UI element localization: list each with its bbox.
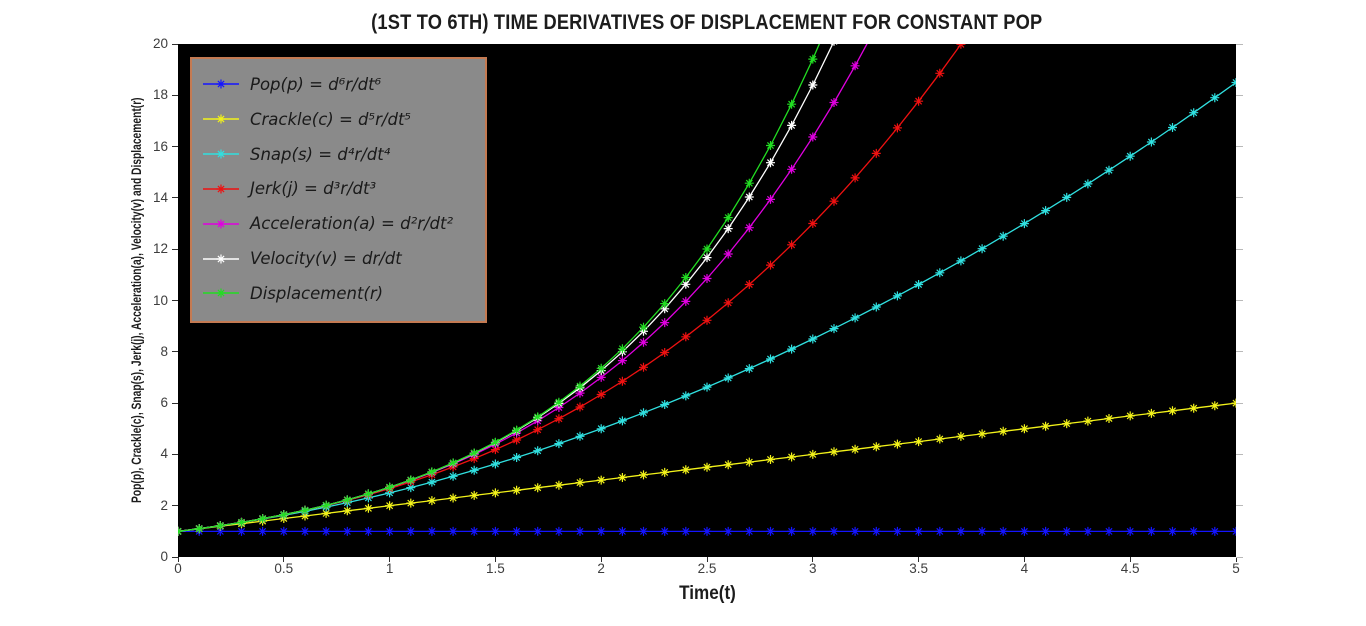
x-tick-label: 2.5: [697, 561, 717, 576]
y-tick-mark-left: [172, 300, 178, 301]
crackle-series-markers: [178, 398, 1236, 536]
x-tick-mark: [918, 557, 920, 562]
x-tick-mark: [1129, 557, 1131, 562]
y-tick-mark-left: [172, 248, 178, 250]
x-tick-label: 4.5: [1120, 561, 1140, 576]
legend-item-snap: Snap(s) = d⁴r/dt⁴: [202, 139, 479, 169]
jerk-legend-marker-icon: [203, 184, 239, 194]
x-tick-label: 1.5: [486, 561, 505, 576]
chart-title: (1ST TO 6TH) TIME DERIVATIVES OF DISPLAC…: [178, 11, 1236, 35]
y-tick-mark-left: [172, 505, 178, 507]
y-tick-mark-left: [172, 402, 178, 404]
crackle-legend-marker-icon: [203, 114, 239, 124]
legend-label-displacement: Displacement(r): [250, 283, 384, 303]
y-tick-mark-right: [1236, 453, 1243, 455]
y-tick-mark-left: [172, 94, 178, 96]
x-tick-mark: [283, 557, 285, 562]
y-tick-label: 14: [152, 189, 168, 205]
legend-item-crackle: Crackle(c) = d⁵r/dt⁵: [202, 104, 479, 134]
x-tick-label: 3.5: [909, 561, 928, 576]
pop-series-markers: [178, 526, 1236, 536]
y-tick-mark-left: [172, 556, 178, 558]
legend-label-velocity: Velocity(v) = dr/dt: [250, 249, 402, 269]
x-tick-mark: [389, 557, 391, 562]
y-tick-mark-left: [172, 43, 178, 45]
y-tick-mark-right: [1236, 43, 1243, 45]
legend-label-crackle: Crackle(c) = d⁵r/dt⁵: [250, 109, 412, 129]
velocity-legend-marker-icon: [203, 254, 239, 264]
legend-box[interactable]: Pop(p) = d⁶r/dt⁶ Crackle(c) = d⁵r/dt⁵ Snap…: [190, 57, 487, 323]
x-tick-label: 2: [597, 561, 605, 576]
snap-legend-marker-icon: [203, 149, 239, 159]
x-tick-mark: [1023, 557, 1025, 562]
acceleration-legend-marker-icon: [203, 219, 239, 229]
y-tick-mark-left: [172, 453, 178, 455]
y-tick-mark-right: [1236, 300, 1243, 301]
plot-canvas: [178, 44, 1236, 536]
x-tick-mark: [1235, 557, 1237, 562]
y-tick-mark-right: [1236, 402, 1243, 404]
legend-label-acceleration: Acceleration(a) = d²r/dt²: [250, 214, 454, 234]
y-tick-label: 2: [160, 497, 168, 513]
legend-label-snap: Snap(s) = d⁴r/dt⁴: [250, 144, 391, 164]
displacement-series-markers: [178, 54, 818, 536]
y-tick-mark-right: [1236, 197, 1243, 199]
x-tick-mark: [812, 557, 814, 562]
y-tick-label: 8: [160, 343, 168, 359]
x-tick-label: 1: [385, 561, 394, 576]
x-tick-label: 0.5: [274, 561, 294, 576]
y-tick-mark-right: [1236, 505, 1243, 507]
x-tick-label: 4: [1020, 561, 1029, 576]
legend-label-pop: Pop(p) = d⁶r/dt⁶: [250, 74, 382, 94]
legend-label-jerk: Jerk(j) = d³r/dt³: [250, 179, 377, 199]
y-tick-label: 18: [152, 87, 168, 103]
y-tick-label: 10: [152, 292, 168, 308]
displacement-legend-marker-icon: [203, 288, 239, 298]
y-tick-mark-right: [1236, 94, 1243, 96]
x-tick-label: 0: [174, 561, 182, 576]
y-tick-mark-left: [172, 146, 178, 148]
x-tick-mark: [494, 557, 496, 562]
y-tick-mark-left: [172, 197, 178, 199]
y-tick-mark-right: [1236, 146, 1243, 148]
legend-item-jerk: Jerk(j) = d³r/dt³: [202, 174, 479, 204]
x-tick-mark: [600, 557, 602, 562]
legend-item-displacement: Displacement(r): [202, 278, 479, 308]
y-tick-mark-right: [1236, 248, 1243, 250]
legend-item-acceleration: Acceleration(a) = d²r/dt²: [202, 209, 479, 239]
x-axis-label: Time(t): [178, 583, 1236, 605]
y-tick-mark-right: [1236, 556, 1243, 558]
pop-legend-marker-icon: [203, 79, 239, 89]
y-tick-label: 0: [160, 549, 168, 564]
x-axis-label-text: Time(t): [678, 583, 736, 604]
x-tick-mark: [177, 557, 179, 562]
legend-item-velocity: Velocity(v) = dr/dt: [202, 244, 479, 274]
chart-title-text: (1ST TO 6TH) TIME DERIVATIVES OF DISPLAC…: [371, 11, 1043, 34]
legend-item-pop: Pop(p) = d⁶r/dt⁶: [202, 69, 479, 99]
y-tick-label: 6: [160, 395, 168, 411]
y-tick-label: 12: [152, 241, 168, 257]
y-tick-label: 4: [160, 446, 168, 462]
y-tick-mark-right: [1236, 351, 1243, 353]
x-tick-label: 5: [1232, 561, 1240, 576]
x-tick-mark: [706, 557, 708, 562]
y-tick-label: 16: [152, 138, 168, 154]
y-tick-mark-left: [172, 351, 178, 353]
x-tick-label: 3: [809, 561, 817, 576]
y-tick-label: 20: [152, 36, 168, 51]
